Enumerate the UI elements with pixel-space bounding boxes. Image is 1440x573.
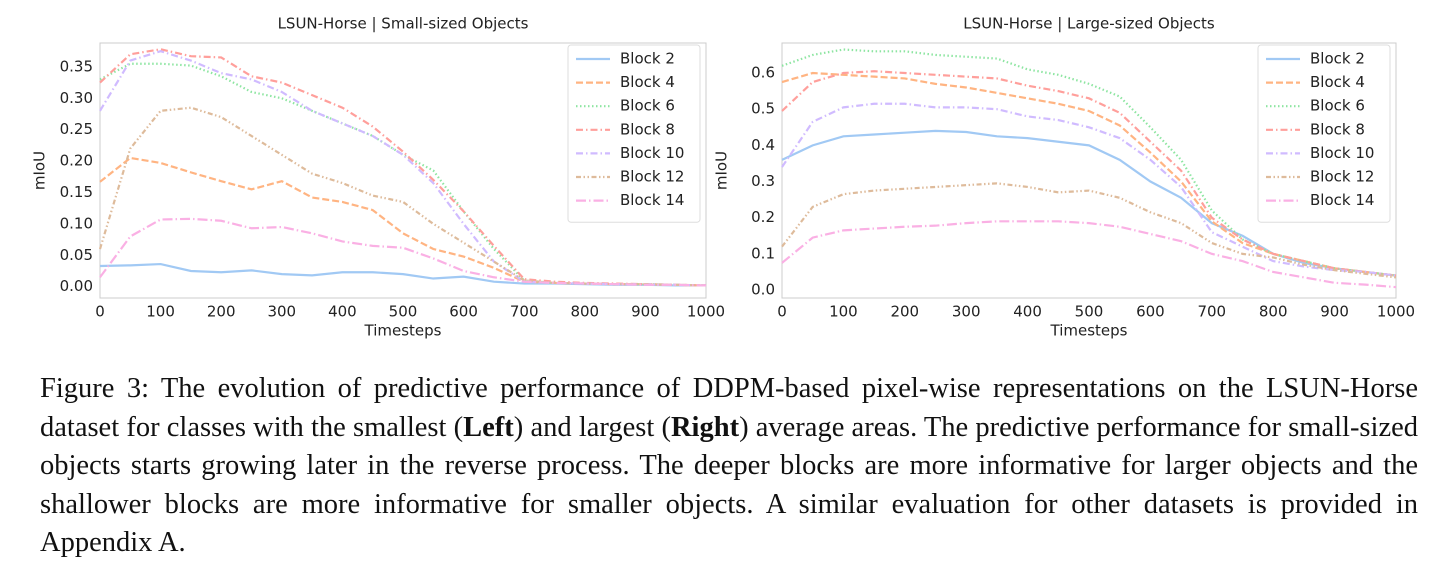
legend-label: Block 6: [620, 97, 675, 115]
x-tick-label: 700: [1197, 303, 1226, 321]
plot-frame: [781, 42, 1397, 299]
y-tick-label: 0.1: [751, 244, 775, 262]
caption-text: ) average areas. The predictive performa…: [40, 411, 1418, 559]
y-tick-label: 0.2: [751, 208, 775, 226]
legend-box: [567, 44, 701, 223]
legend-box: [1257, 44, 1391, 223]
x-tick-label: 600: [449, 303, 478, 321]
legend-label: Block 14: [620, 191, 684, 209]
y-tick-label: 0.20: [60, 152, 93, 170]
legend-label: Block 12: [1310, 168, 1374, 186]
y-tick-label: 0.10: [60, 214, 93, 232]
x-tick-label: 300: [267, 303, 296, 321]
y-tick-label: 0.6: [751, 64, 775, 82]
caption-text: Figure 3: The evolution of predictive pe…: [40, 373, 1418, 443]
legend-label: Block 10: [620, 144, 684, 162]
x-tick-label: 800: [1259, 303, 1288, 321]
x-tick-label: 700: [510, 303, 539, 321]
caption-bold: Left: [463, 411, 514, 443]
chart-title: LSUN-Horse | Large-sized Objects: [963, 15, 1215, 33]
series-line: [99, 62, 707, 287]
series-line: [781, 71, 1397, 277]
x-tick-label: 300: [952, 303, 981, 321]
series-line: [99, 262, 706, 287]
caption: Figure 3: The evolution of predictive pe…: [40, 370, 1418, 563]
legend-label: Block 4: [620, 73, 675, 91]
series-line: [781, 220, 1397, 289]
y-tick-label: 0.5: [751, 100, 775, 118]
series-line: [781, 70, 1397, 277]
x-tick-label: 1000: [687, 303, 725, 321]
legend-label: Block 8: [1310, 120, 1365, 138]
x-tick-label: 400: [1013, 303, 1042, 321]
x-tick-label: 600: [1136, 303, 1165, 321]
y-tick-label: 0.00: [60, 277, 93, 295]
legend-label: Block 14: [1310, 191, 1374, 209]
legend-label: Block 4: [1310, 73, 1365, 91]
y-tick-label: 0.4: [751, 136, 775, 154]
x-tick-label: 900: [631, 303, 660, 321]
figure: LSUN-Horse | Small-sized Objects Timestep…: [31, 15, 1416, 340]
x-tick-label: 500: [1075, 303, 1104, 321]
series-line: [99, 217, 707, 287]
legend-label: Block 2: [1310, 50, 1365, 68]
y-axis-label: mIoU: [31, 151, 49, 190]
x-tick-label: 500: [389, 303, 418, 321]
y-tick-label: 0.05: [60, 246, 93, 264]
x-tick-label: 800: [570, 303, 599, 321]
x-tick-label: 400: [328, 303, 357, 321]
caption-text: ) and largest (: [513, 411, 671, 443]
series-line: [781, 102, 1397, 277]
x-tick-label: 200: [890, 303, 919, 321]
x-tick-label: 900: [1320, 303, 1349, 321]
series-line: [781, 129, 1397, 277]
x-tick-label: 1000: [1377, 303, 1415, 321]
plot-frame: [99, 42, 707, 299]
legend-label: Block 8: [620, 120, 675, 138]
series-line: [781, 48, 1397, 277]
x-tick-label: 0: [95, 303, 105, 321]
series-line: [781, 182, 1397, 279]
caption-bold: Right: [670, 411, 740, 443]
x-tick-label: 100: [829, 303, 858, 321]
x-tick-label: 200: [207, 303, 236, 321]
legend-label: Block 10: [1310, 144, 1374, 162]
y-tick-label: 0.15: [60, 183, 93, 201]
chart-title: LSUN-Horse | Small-sized Objects: [278, 15, 529, 33]
y-tick-label: 0.0: [751, 281, 775, 299]
x-axis-label: Timesteps: [1050, 322, 1128, 340]
x-tick-label: 100: [146, 303, 175, 321]
legend-label: Block 6: [1310, 97, 1365, 115]
legend-label: Block 12: [620, 168, 684, 186]
x-tick-label: 0: [777, 303, 787, 321]
y-tick-label: 0.3: [751, 172, 775, 190]
y-axis-label: mIoU: [713, 151, 731, 190]
y-tick-label: 0.30: [60, 89, 93, 107]
y-tick-label: 0.25: [60, 120, 93, 138]
y-tick-label: 0.35: [60, 57, 93, 75]
x-axis-label: Timesteps: [364, 322, 442, 340]
legend-label: Block 2: [620, 50, 675, 68]
